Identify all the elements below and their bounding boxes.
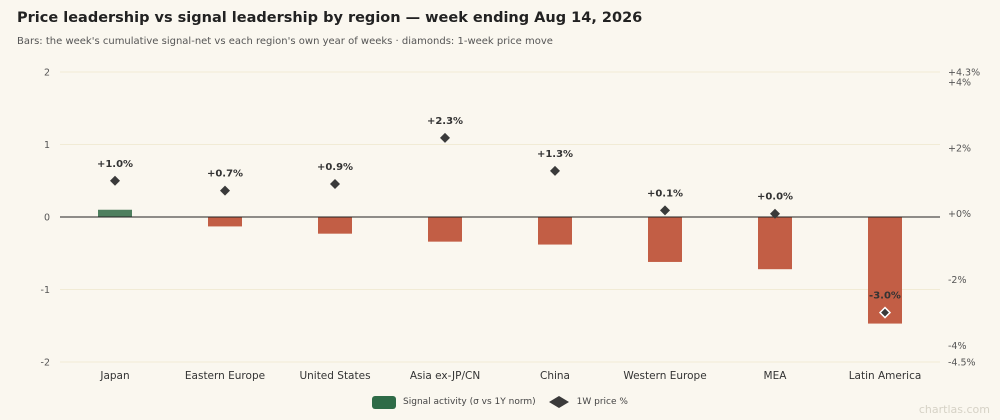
price-data-label: +0.7% [207, 169, 243, 180]
legend-item-price: 1W price % [548, 395, 628, 409]
right-tick-label: +4% [948, 77, 971, 88]
price-diamond [770, 208, 780, 219]
price-diamond [878, 306, 892, 319]
signal-bar [868, 217, 902, 324]
right-tick-label: -4.5% [948, 358, 976, 369]
signal-bar [98, 209, 132, 217]
category-label: United States [299, 370, 370, 382]
price-data-label: +1.3% [537, 149, 573, 160]
left-axis: 2 1 0 -1 -2 [41, 68, 50, 369]
right-tick-label: +4.3% [948, 68, 980, 79]
chart-subtitle: Bars: the week's cumulative signal-net v… [17, 36, 553, 47]
category-label: China [540, 370, 570, 382]
left-tick-label: 0 [44, 213, 50, 224]
signal-bar [318, 217, 352, 234]
signal-bar [428, 217, 462, 242]
left-tick-label: -2 [41, 358, 50, 369]
legend-item-signal: Signal activity (σ vs 1Y norm) [372, 395, 536, 409]
left-tick-label: -1 [41, 285, 50, 296]
chart-title: Price leadership vs signal leadership by… [17, 10, 643, 26]
price-diamond [220, 185, 230, 196]
bars-layer [98, 209, 902, 324]
price-data-label: +1.0% [97, 159, 133, 170]
signal-bar [538, 217, 572, 245]
price-data-label: +0.9% [317, 162, 353, 173]
diamond-icon [548, 396, 569, 408]
category-label: Japan [99, 370, 129, 382]
left-tick-label: 2 [44, 68, 50, 79]
right-tick-label: -2% [948, 275, 967, 286]
price-diamond [660, 205, 670, 216]
price-diamond [550, 165, 560, 176]
right-tick-label: +2% [948, 143, 971, 154]
legend: Signal activity (σ vs 1Y norm) 1W price … [0, 395, 1000, 409]
signal-bar [208, 217, 242, 227]
price-diamond [440, 132, 450, 143]
category-label: MEA [764, 370, 788, 382]
legend-label-price: 1W price % [576, 397, 628, 407]
legend-bar-swatch [372, 395, 397, 409]
x-axis-labels: Japan Eastern Europe United States Asia ex-… [99, 370, 921, 382]
category-label: Latin America [849, 370, 922, 382]
price-data-label: +2.3% [427, 116, 463, 127]
price-data-label: +0.1% [647, 188, 683, 199]
price-data-label: +0.0% [757, 192, 793, 203]
category-label: Asia ex-JP/CN [410, 370, 480, 382]
signal-bar [648, 217, 682, 262]
diamonds-layer: +1.0% +0.7% +0.9% +2.3% +1.3% +0.1% +0.0% -3.0% [97, 116, 901, 319]
watermark: chartlas.com [918, 403, 990, 416]
price-diamond [330, 179, 340, 190]
signal-bar [758, 217, 792, 270]
right-axis: +4.3%+4% +2% +0% -2% -4% -4.5% [948, 68, 980, 369]
category-label: Western Europe [623, 370, 706, 382]
grid-layer [60, 71, 940, 363]
price-data-label: -3.0% [869, 291, 901, 302]
right-tick-label: -4% [948, 341, 967, 352]
left-tick-label: 1 [44, 140, 50, 151]
price-diamond [110, 175, 120, 186]
right-tick-label: +0% [948, 209, 971, 220]
category-label: Eastern Europe [185, 370, 265, 382]
legend-label-signal: Signal activity (σ vs 1Y norm) [403, 397, 536, 407]
